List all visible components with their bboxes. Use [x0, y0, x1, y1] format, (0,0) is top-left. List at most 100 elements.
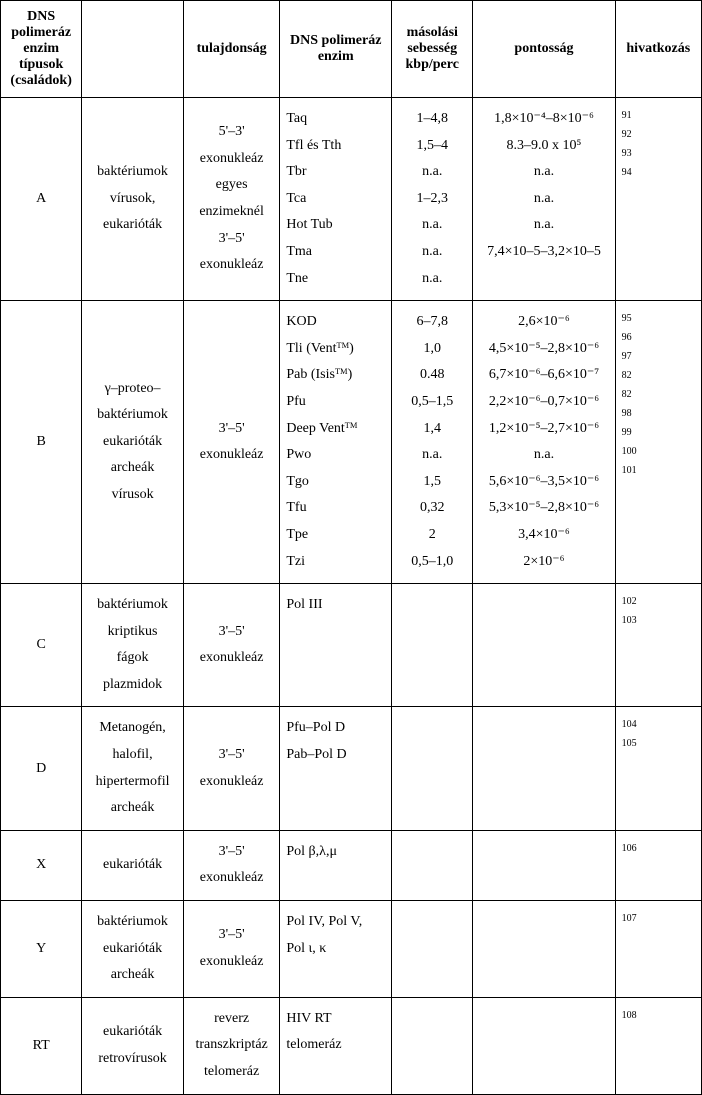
cell-property: reverztranszkriptáztelomeráz [183, 997, 280, 1094]
cell-organisms-line: retrovírusok [86, 1046, 179, 1073]
header-blank [82, 1, 184, 98]
cell-enzyme-line: Tli (Ventᵀᴹ) [286, 336, 387, 363]
cell-enzyme-line: Pol IV, Pol V, [286, 909, 387, 936]
cell-reference-line: 99 [622, 423, 697, 442]
cell-organisms-line: baktériumok [86, 159, 179, 186]
cell-enzyme: HIV RTtelomeráz [280, 997, 392, 1094]
cell-speed [392, 707, 473, 830]
cell-speed-line: 1,5 [396, 469, 468, 496]
cell-accuracy-line: n.a. [477, 442, 610, 469]
cell-accuracy-line: 6,7×10⁻⁶–6,6×10⁻⁷ [477, 362, 610, 389]
header-row: DNS polimeráz enzim típusok (családok) t… [1, 1, 702, 98]
dna-polymerase-table: DNS polimeráz enzim típusok (családok) t… [0, 0, 702, 1095]
header-enzyme: DNS polimeráz enzim [280, 1, 392, 98]
cell-reference-line: 100 [622, 442, 697, 461]
cell-reference-line: 108 [622, 1006, 697, 1025]
cell-enzyme-line: telomeráz [286, 1032, 387, 1059]
cell-enzyme-line: Deep Ventᵀᴹ [286, 416, 387, 443]
cell-property: 3'–5'exonukleáz [183, 707, 280, 830]
cell-property-line: enzimeknél [188, 199, 276, 226]
cell-organisms-line: halofil, [86, 742, 179, 769]
cell-type: D [1, 707, 82, 830]
cell-reference: 108 [615, 997, 701, 1094]
cell-enzyme-line: Tgo [286, 469, 387, 496]
cell-enzyme: Pol β,λ,μ [280, 830, 392, 900]
cell-reference: 95969782829899100101 [615, 301, 701, 584]
cell-organisms: eukarióták [82, 830, 184, 900]
cell-property-line: exonukleáz [188, 442, 276, 469]
cell-reference: 107 [615, 901, 701, 998]
table-row: Xeukarióták3'–5'exonukleázPol β,λ,μ106 [1, 830, 702, 900]
cell-enzyme-line: Tfl és Tth [286, 133, 387, 160]
cell-type: B [1, 301, 82, 584]
cell-reference-line: 82 [622, 366, 697, 385]
table-row: RTeukariótákretrovírusokreverztranszkrip… [1, 997, 702, 1094]
cell-enzyme-line: Pab–Pol D [286, 742, 387, 769]
cell-property-line: 3'–5' [188, 416, 276, 443]
cell-reference-line: 82 [622, 385, 697, 404]
cell-accuracy-line: 2×10⁻⁶ [477, 549, 610, 576]
cell-reference-line: 105 [622, 734, 697, 753]
cell-enzyme-line: KOD [286, 309, 387, 336]
cell-organisms: baktériumokeukariótákarcheák [82, 901, 184, 998]
cell-accuracy-line: 3,4×10⁻⁶ [477, 522, 610, 549]
cell-organisms-line: vírusok [86, 482, 179, 509]
cell-enzyme-line: Pfu–Pol D [286, 715, 387, 742]
cell-property-line: exonukleáz [188, 146, 276, 173]
cell-organisms-line: eukarióták [86, 852, 179, 879]
cell-accuracy-line: 5,3×10⁻⁵–2,8×10⁻⁶ [477, 495, 610, 522]
cell-speed-line: 1,4 [396, 416, 468, 443]
cell-accuracy-line: 7,4×10–5–3,2×10–5 [477, 239, 610, 266]
cell-property-line: exonukleáz [188, 949, 276, 976]
cell-enzyme-line: Tma [286, 239, 387, 266]
cell-accuracy-line: 1,8×10⁻⁴–8×10⁻⁶ [477, 106, 610, 133]
cell-accuracy-line: n.a. [477, 159, 610, 186]
header-property: tulajdonság [183, 1, 280, 98]
cell-reference: 104105 [615, 707, 701, 830]
cell-reference-line: 104 [622, 715, 697, 734]
cell-type: A [1, 98, 82, 301]
cell-accuracy-line: n.a. [477, 212, 610, 239]
cell-reference-line: 107 [622, 909, 697, 928]
cell-organisms-line: eukarióták [86, 1019, 179, 1046]
table-row: Ybaktériumokeukariótákarcheák3'–5'exonuk… [1, 901, 702, 998]
cell-property-line: telomeráz [188, 1059, 276, 1086]
cell-reference-line: 101 [622, 461, 697, 480]
cell-property-line: transzkriptáz [188, 1032, 276, 1059]
cell-property-line: egyes [188, 172, 276, 199]
cell-accuracy-line: n.a. [477, 186, 610, 213]
cell-enzyme: Pfu–Pol DPab–Pol D [280, 707, 392, 830]
cell-accuracy [473, 707, 615, 830]
cell-property-line: 3'–5' [188, 619, 276, 646]
cell-speed-line: 0,5–1,5 [396, 389, 468, 416]
cell-accuracy-line: 2,6×10⁻⁶ [477, 309, 610, 336]
cell-enzyme-line: Pol III [286, 592, 387, 619]
cell-enzyme-line: Hot Tub [286, 212, 387, 239]
cell-organisms: γ–proteo–baktériumokeukariótákarcheákvír… [82, 301, 184, 584]
cell-speed-line: n.a. [396, 239, 468, 266]
cell-enzyme-line: Tpe [286, 522, 387, 549]
cell-enzyme-line: Tbr [286, 159, 387, 186]
cell-reference-line: 93 [622, 144, 697, 163]
header-accuracy: pontosság [473, 1, 615, 98]
header-types: DNS polimeráz enzim típusok (családok) [1, 1, 82, 98]
cell-enzyme: Pol III [280, 584, 392, 707]
cell-reference-line: 98 [622, 404, 697, 423]
cell-speed-line: 2 [396, 522, 468, 549]
cell-enzyme-line: Pwo [286, 442, 387, 469]
cell-type: RT [1, 997, 82, 1094]
cell-organisms-line: baktériumok [86, 592, 179, 619]
cell-speed-line: 6–7,8 [396, 309, 468, 336]
cell-reference-line: 103 [622, 611, 697, 630]
cell-property-line: 3'–5' [188, 226, 276, 253]
cell-reference: 91929394 [615, 98, 701, 301]
cell-organisms-line: archeák [86, 962, 179, 989]
cell-organisms-line: baktériumok [86, 402, 179, 429]
cell-enzyme: KODTli (Ventᵀᴹ)Pab (Isisᵀᴹ)PfuDeep Ventᵀ… [280, 301, 392, 584]
cell-organisms-line: vírusok, [86, 186, 179, 213]
cell-enzyme-line: Tfu [286, 495, 387, 522]
cell-organisms-line: fágok [86, 645, 179, 672]
cell-property-line: exonukleáz [188, 769, 276, 796]
cell-accuracy [473, 901, 615, 998]
cell-speed-line: n.a. [396, 159, 468, 186]
